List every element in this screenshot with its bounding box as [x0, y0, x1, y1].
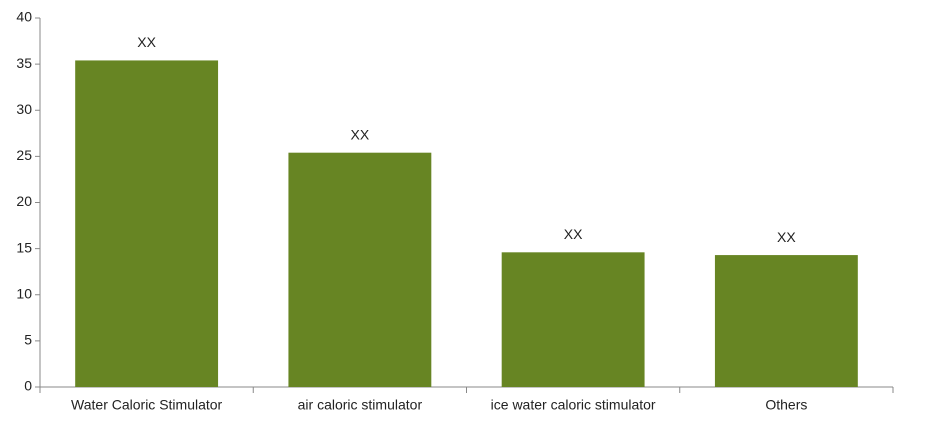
data-label: XX — [137, 34, 156, 50]
x-tick-label: ice water caloric stimulator — [491, 397, 656, 413]
bar — [501, 252, 645, 387]
y-tick-label: 30 — [16, 101, 32, 117]
y-tick-label: 35 — [16, 55, 32, 71]
y-tick-label: 5 — [24, 332, 32, 348]
bar — [75, 60, 219, 388]
y-tick-label: 20 — [16, 193, 32, 209]
bar — [714, 255, 858, 387]
y-tick-label: 25 — [16, 147, 32, 163]
y-tick-label: 15 — [16, 239, 32, 255]
bar — [288, 152, 432, 387]
x-tick-label: Others — [765, 397, 807, 413]
x-tick-label: Water Caloric Stimulator — [71, 397, 223, 413]
data-label: XX — [351, 126, 370, 142]
y-tick-label: 10 — [16, 285, 32, 301]
data-label: XX — [777, 229, 796, 245]
y-tick-label: 0 — [24, 378, 32, 394]
x-tick-label: air caloric stimulator — [298, 397, 423, 413]
y-tick-label: 40 — [16, 9, 32, 25]
data-label: XX — [564, 226, 583, 242]
